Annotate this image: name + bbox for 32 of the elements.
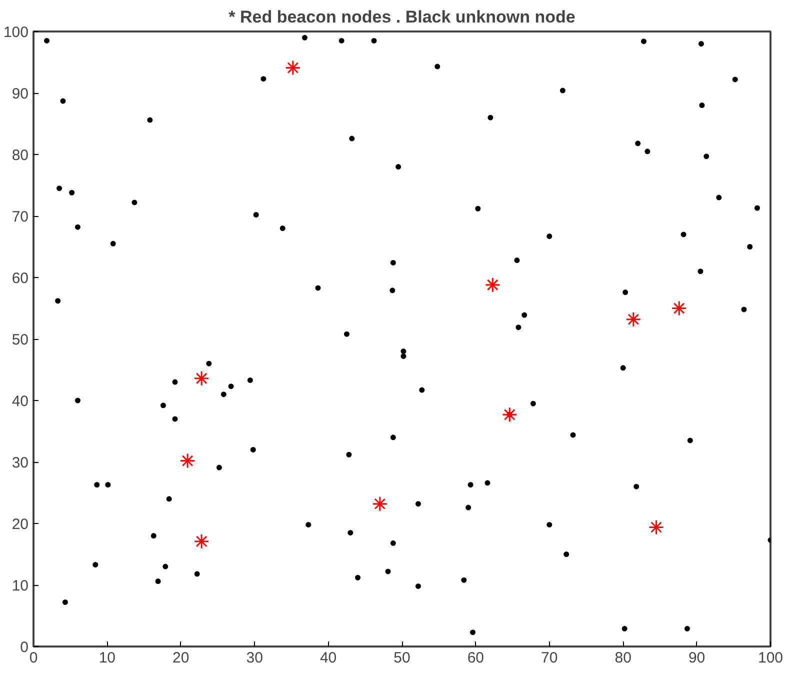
y-tick-label: 40 xyxy=(12,393,29,410)
chart-title: * Red beacon nodes . Black unknown node xyxy=(228,8,576,26)
y-tick-label: 60 xyxy=(12,270,29,287)
y-tick-label: 20 xyxy=(12,516,29,533)
y-tick-label: 70 xyxy=(12,208,29,226)
point xyxy=(372,496,388,512)
point xyxy=(194,370,210,386)
x-tick-label: 20 xyxy=(172,650,190,666)
x-tick-label: 60 xyxy=(467,650,484,666)
point xyxy=(484,277,500,293)
point xyxy=(626,312,642,328)
y-tick-label: 0 xyxy=(20,639,28,656)
x-tick-label: 90 xyxy=(688,650,706,666)
x-tick-label: 70 xyxy=(541,650,558,666)
y-tick-label: 90 xyxy=(12,86,29,102)
x-tick-label: 80 xyxy=(614,650,632,666)
point xyxy=(194,534,210,550)
y-tick-label: 50 xyxy=(12,332,29,348)
x-tick-label: 40 xyxy=(320,650,337,666)
y-tick-label: 80 xyxy=(12,147,29,164)
x-tick-label: 10 xyxy=(98,650,116,666)
point xyxy=(285,60,301,76)
x-tick-label: 30 xyxy=(246,650,263,666)
y-tick-label: 100 xyxy=(3,24,29,41)
point xyxy=(180,453,196,469)
point xyxy=(671,300,687,316)
y-tick-label: 10 xyxy=(12,578,29,594)
point xyxy=(648,519,664,535)
point xyxy=(502,406,518,422)
x-tick-label: 50 xyxy=(394,650,410,666)
x-tick-label: 100 xyxy=(758,650,784,666)
y-tick-label: 30 xyxy=(12,454,29,472)
